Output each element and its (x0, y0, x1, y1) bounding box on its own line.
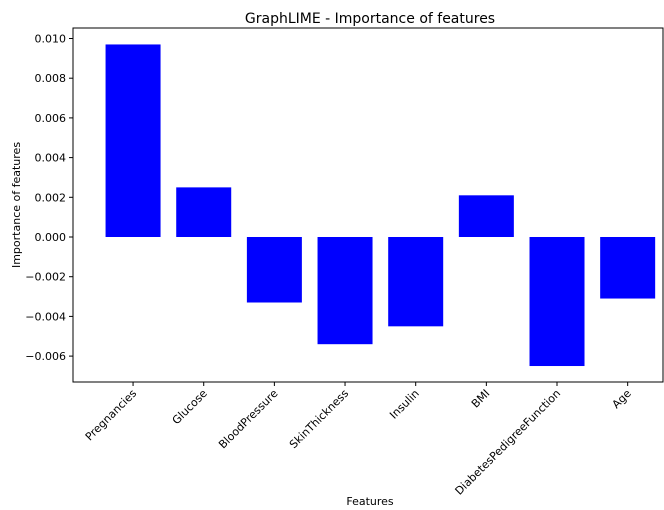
plot-frame (72, 27, 664, 383)
y-tick-label: 0.006 (35, 112, 67, 125)
y-tick-label: 0.010 (35, 33, 67, 46)
x-tick-label: SkinThickness (287, 387, 351, 451)
y-tick-label: 0.004 (35, 152, 67, 165)
x-tick-label: Glucose (170, 387, 210, 427)
x-tick-label: Insulin (387, 387, 422, 422)
bar (105, 44, 161, 237)
x-tick-label: BloodPressure (216, 387, 281, 452)
y-tick-label: 0.000 (35, 231, 67, 244)
x-tick-label: Age (610, 387, 634, 411)
bar (317, 237, 373, 345)
x-axis-label: Features (346, 495, 394, 508)
x-tick-label: BMI (469, 387, 493, 411)
bar (458, 195, 514, 237)
y-tick-label: 0.008 (35, 72, 67, 85)
bar (246, 237, 302, 303)
bar (529, 237, 585, 367)
y-tick-label: −0.006 (25, 350, 66, 363)
y-tick-label: 0.002 (35, 191, 67, 204)
x-tick-label: DiabetesPedigreeFunction (452, 387, 563, 498)
plot-area: 0.010 0.008 0.006 0.004 0.002 0.000 −0.002 −0.0… (25, 33, 656, 498)
bar (388, 237, 444, 327)
bar (600, 237, 656, 299)
y-axis-label: Importance of features (10, 142, 23, 268)
x-tick-label: Pregnancies (83, 387, 140, 444)
y-tick-label: −0.004 (25, 310, 66, 323)
y-tick-label: −0.002 (25, 271, 66, 284)
bar (176, 187, 232, 237)
chart-title: GraphLIME - Importance of features (245, 11, 495, 27)
